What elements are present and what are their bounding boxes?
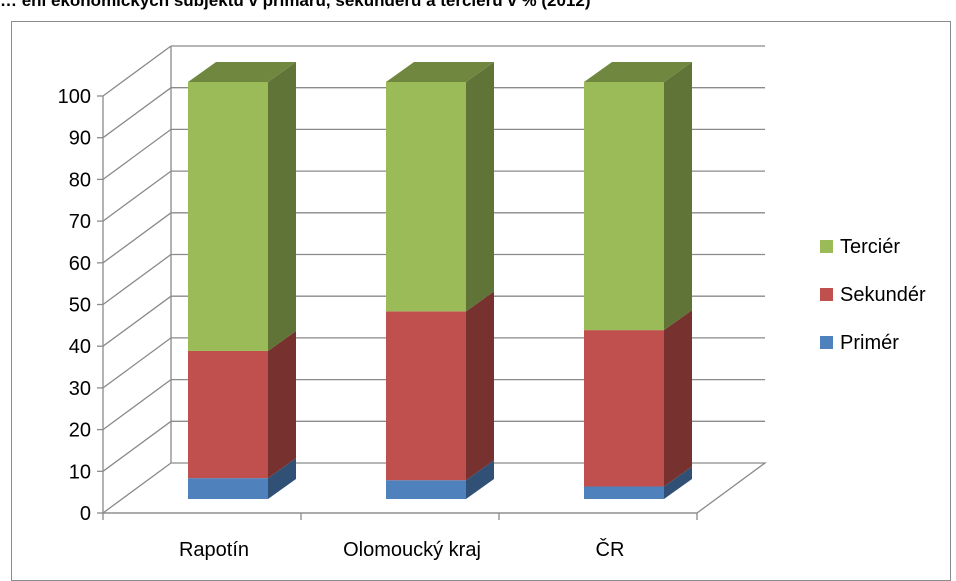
bar-1-2-side	[466, 62, 494, 312]
gridline-side	[102, 45, 172, 97]
bar-1-0-side	[466, 460, 494, 499]
bar-0-1-front	[188, 350, 268, 479]
y-tick-label: 50	[69, 295, 91, 317]
gridline-side	[102, 212, 172, 264]
bar-1-2-front	[386, 82, 466, 312]
y-tick-label: 90	[69, 128, 91, 150]
gridline-side	[102, 170, 172, 222]
bar-1-1-front	[386, 311, 466, 481]
bar-1-0-front	[386, 480, 466, 499]
y-tick-label: 80	[69, 169, 91, 191]
bar-0-top	[188, 62, 296, 82]
bar-0-0-side	[268, 458, 296, 499]
bar-1-1-side	[466, 291, 494, 481]
y-tick-labels: 0 10 20 30 40 50 60 70 80 90 100	[58, 86, 91, 525]
bar-2-top	[584, 62, 692, 82]
legend-label: Sekundér	[840, 284, 926, 306]
y-tick-label: 40	[69, 336, 91, 358]
legend-swatch	[820, 240, 833, 253]
gridline-side	[102, 128, 172, 180]
y-tick-label: 0	[80, 503, 91, 525]
gridline-side	[102, 87, 172, 139]
legend-swatch	[820, 288, 833, 301]
legend: Terciér Sekundér Primér	[820, 236, 926, 354]
y-tick-label: 10	[69, 461, 91, 483]
bars	[188, 62, 692, 499]
bar-0-2-side	[268, 62, 296, 351]
y-tick-label: 20	[69, 420, 91, 442]
y-tick-label: 70	[69, 211, 91, 233]
bar-2-0-side	[664, 466, 692, 499]
y-tick-label: 30	[69, 378, 91, 400]
bar-2-2-front	[584, 82, 664, 331]
y-tick-label: 100	[58, 86, 91, 108]
bar-2-2-side	[664, 62, 692, 331]
gridline-side	[102, 379, 172, 431]
bar-2-1-front	[584, 330, 664, 487]
category-label: Rapotín	[179, 539, 249, 561]
bar-0-1-side	[268, 330, 296, 479]
bar-2-0-front	[584, 486, 664, 499]
gridline-side	[102, 253, 172, 306]
bar-0-2-front	[188, 82, 268, 351]
category-label: Olomoucký kraj	[343, 539, 481, 561]
y-tick-label: 60	[69, 253, 91, 275]
legend-label: Terciér	[840, 236, 900, 258]
axes	[97, 95, 698, 520]
bar-0-0-front	[188, 478, 268, 499]
category-labels: Rapotín Olomoucký kraj ČR	[179, 538, 624, 561]
gridline-side	[102, 420, 172, 472]
bar-2-1-side	[664, 310, 692, 487]
gridline-side	[102, 295, 172, 347]
bar-1-top	[386, 62, 494, 82]
chart-title: … ení ekonomických subjektů v primáru, s…	[0, 0, 591, 10]
legend-label: Primér	[840, 332, 899, 354]
legend-swatch	[820, 336, 833, 349]
category-label: ČR	[596, 538, 625, 561]
gridline-side	[102, 337, 172, 389]
